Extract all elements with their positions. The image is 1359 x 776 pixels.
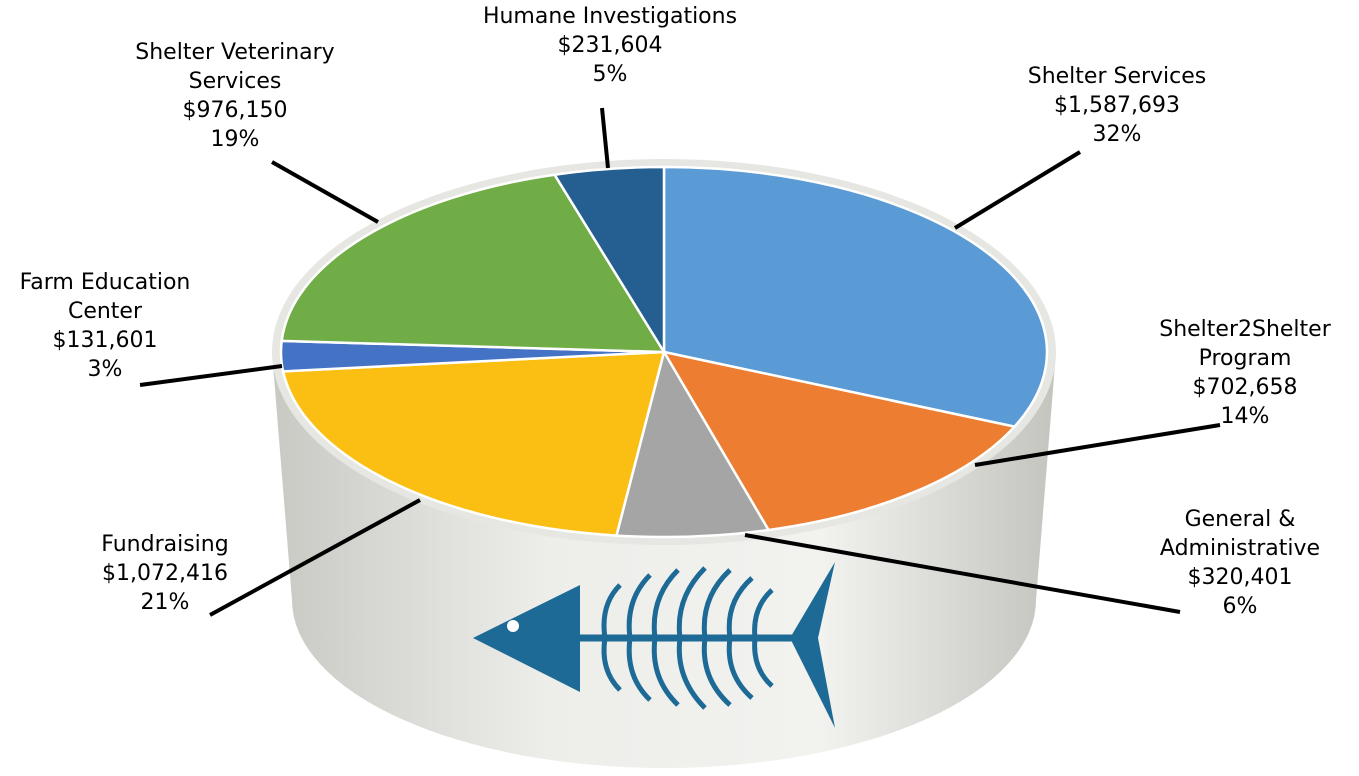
slice-percent: 21% [75,588,255,617]
slice-name: Shelter Veterinary Services [110,38,360,96]
slice-name: Fundraising [75,530,255,559]
slice-percent: 5% [450,60,770,89]
slice-value: $1,072,416 [75,559,255,588]
slice-name: Humane Investigations [450,2,770,31]
slice-percent: 6% [1155,592,1325,621]
slice-name: Shelter2Shelter Program [1155,315,1335,373]
slice-percent: 14% [1155,402,1335,431]
leader-line [602,108,608,168]
slice-value: $231,604 [450,31,770,60]
slice-value: $131,601 [0,326,210,355]
leader-line [955,152,1080,228]
slice-name: General & Administrative [1155,505,1325,563]
slice-percent: 32% [997,120,1237,149]
page: (() => { const data = JSON.parse(documen… [0,0,1359,776]
slice-value: $1,587,693 [997,91,1237,120]
slice-name: Farm Education Center [0,268,210,326]
slice-value: $702,658 [1155,373,1335,402]
slice-value: $320,401 [1155,563,1325,592]
slice-name: Shelter Services [997,62,1237,91]
leader-line [272,162,378,222]
slice-percent: 3% [0,355,210,384]
slice-value: $976,150 [110,96,360,125]
slice-percent: 19% [110,125,360,154]
